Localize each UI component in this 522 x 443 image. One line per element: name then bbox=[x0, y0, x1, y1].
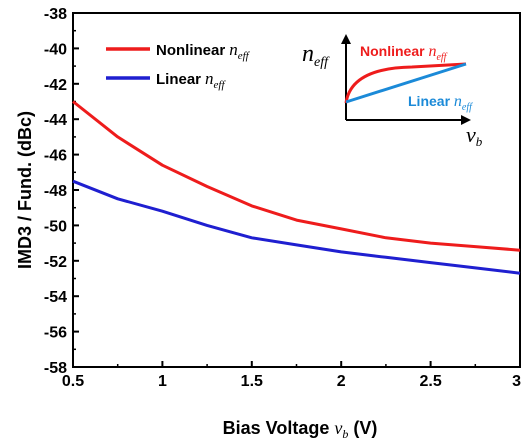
y-tick-label: -40 bbox=[44, 41, 67, 58]
y-tick-label: -56 bbox=[44, 325, 67, 342]
data-series bbox=[72, 100, 521, 275]
x-tick-label: 1.5 bbox=[241, 373, 263, 390]
axis-ticks: -58 -56 -54 -52 -50 -48 -46 -44 -42 -40 -38 0.5 1 1.5… bbox=[44, 6, 521, 390]
y-tick-label: -48 bbox=[44, 183, 67, 200]
y-axis-label: IMD3 / Fund. (dBc) bbox=[15, 111, 35, 269]
y-tick-label: -42 bbox=[44, 77, 67, 94]
x-tick-label: 2 bbox=[337, 373, 346, 390]
y-tick-label: -54 bbox=[44, 289, 67, 306]
y-tick-label: -46 bbox=[44, 148, 67, 165]
y-tick-label: -44 bbox=[44, 112, 67, 129]
inset-linear-line bbox=[345, 62, 467, 104]
y-tick-label: -50 bbox=[44, 218, 67, 235]
x-axis-label: Bias Voltage vb (V) bbox=[223, 418, 378, 441]
y-tick-label: -38 bbox=[44, 6, 67, 23]
x-tick-label: 3 bbox=[512, 373, 521, 390]
y-tick-label: -58 bbox=[44, 360, 67, 377]
inset-nonlinear-curve bbox=[344, 62, 467, 104]
x-tick-label: 0.5 bbox=[62, 373, 84, 390]
inset-x-label: vb bbox=[466, 122, 483, 149]
x-tick-label: 2.5 bbox=[419, 373, 441, 390]
legend-label-linear: Linear neff bbox=[156, 69, 226, 91]
series-line-nonlinear bbox=[72, 100, 521, 252]
inset-diagram: neff vb Nonlinear neff Linear neff bbox=[302, 34, 483, 149]
legend-label-nonlinear: Nonlinear neff bbox=[156, 40, 251, 62]
inset-y-arrow-icon bbox=[341, 34, 351, 44]
inset-x-arrow-icon bbox=[461, 115, 471, 125]
inset-y-label: neff bbox=[302, 41, 330, 70]
series-line-linear bbox=[72, 179, 521, 275]
x-tick-label: 1 bbox=[158, 373, 167, 390]
inset-nonlinear-label: Nonlinear neff bbox=[360, 43, 448, 63]
inset-linear-label: Linear neff bbox=[408, 93, 473, 113]
y-tick-label: -52 bbox=[44, 254, 67, 271]
legend: Nonlinear neff Linear neff bbox=[106, 40, 251, 91]
